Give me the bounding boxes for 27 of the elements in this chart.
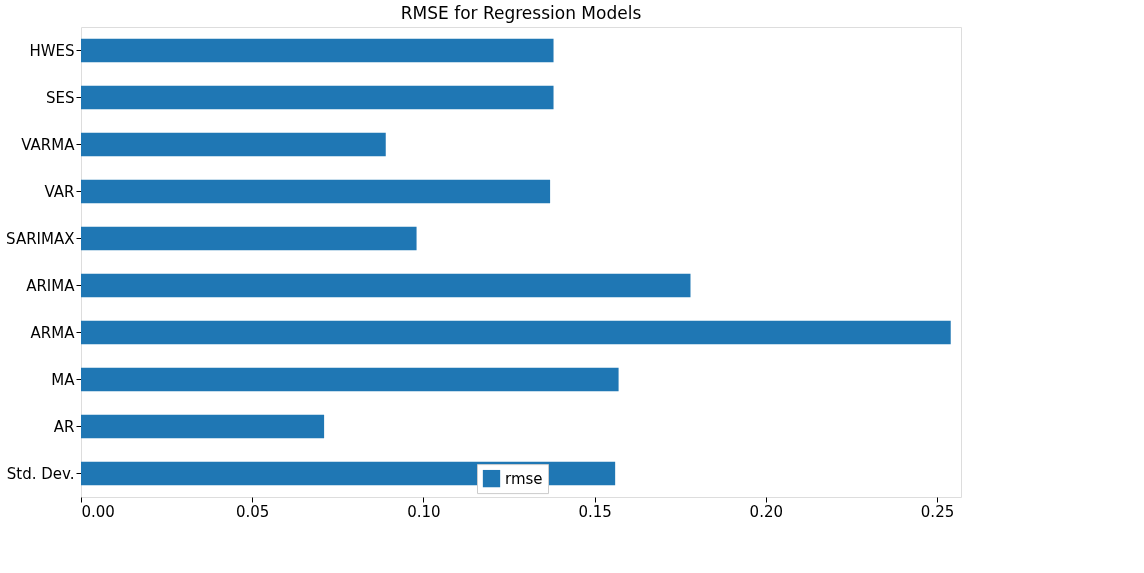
x-tick-label: 0.20 [749, 502, 784, 521]
y-tick-label: ARMA [30, 323, 76, 342]
y-tick-label: VARMA [21, 135, 76, 154]
y-tick-label: HWES [29, 41, 75, 60]
x-tick-label: 0.05 [236, 502, 270, 521]
x-tick-label: 0.10 [407, 502, 441, 521]
bar [81, 226, 417, 251]
x-tick-label: 0.25 [920, 502, 955, 521]
bar [81, 414, 325, 439]
bar [81, 132, 386, 157]
legend-label: rmse [505, 469, 543, 488]
x-tick-label: 0.15 [578, 502, 612, 521]
y-tick-label: SARIMAX [6, 229, 75, 248]
y-tick-label: AR [53, 417, 75, 436]
y-tick-label: MA [51, 370, 76, 389]
chart-title: RMSE for Regression Models [400, 3, 642, 23]
y-tick-label: VAR [44, 182, 75, 201]
x-tick-label: 0.00 [81, 502, 115, 521]
y-tick-label: SES [45, 88, 75, 107]
bar [81, 273, 691, 298]
bar [81, 38, 554, 63]
bar [81, 320, 951, 345]
bar [81, 367, 619, 392]
bar [81, 85, 554, 110]
bar [81, 179, 551, 204]
y-tick-label: Std. Dev. [6, 464, 75, 483]
y-tick-label: ARIMA [26, 276, 76, 295]
